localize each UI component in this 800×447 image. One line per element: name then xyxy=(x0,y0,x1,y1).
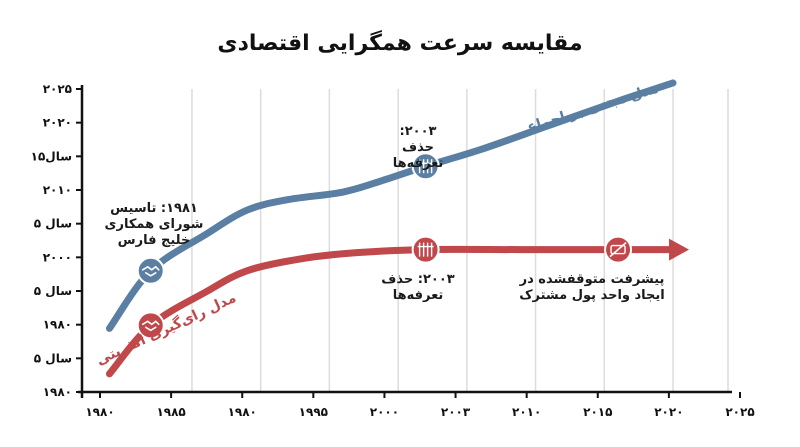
series-label: مدل مبتنی بر اجماع xyxy=(525,81,660,136)
y-tick-label: ۲۰۱۰ xyxy=(43,183,72,197)
annotation-line: ایجاد واحد پول مشترک xyxy=(519,288,665,303)
gate-glyph xyxy=(417,159,434,174)
series-markers xyxy=(136,152,633,340)
y-tick-label: ۵ سال xyxy=(34,284,72,298)
annotation-line: خلیج فارس xyxy=(118,233,191,248)
chart-title: مقایسه سرعت همگرایی اقتصادی xyxy=(217,29,582,56)
x-tick-label: ۲۰۰۳ xyxy=(441,405,471,419)
series-line xyxy=(105,245,677,378)
handshake-glyph xyxy=(141,320,160,332)
no-currency-icon xyxy=(604,235,633,264)
annotation-line: حذف xyxy=(402,140,434,155)
gridlines xyxy=(191,89,729,392)
arrow-head xyxy=(669,238,690,261)
series-lines xyxy=(105,79,690,378)
series-line xyxy=(105,79,677,332)
y-tick-label: ۲۰۲۰ xyxy=(43,116,72,130)
y-tick-labels: ۲۰۲۵ ۲۰۲۰ ۱۵سال ۲۰۱۰ ۵ سال ۲۰۰۰ ۵ سال ۱۹۸۰ ۵ سال… xyxy=(31,82,82,399)
y-tick-label: ۵ سال xyxy=(34,217,72,231)
y-tick-label: ۱۵سال xyxy=(31,149,72,163)
marker-circle xyxy=(411,235,440,264)
series-label: مدل رای‌گیری اکثریتی xyxy=(94,289,239,369)
annotation: ۲۰۰۳: حذف تعرفه‌ها xyxy=(393,124,444,171)
axes xyxy=(78,85,732,398)
annotation-line: ۲۰۰۳: حذف xyxy=(381,272,455,287)
x-tick-label: ۲۰۱۰ xyxy=(512,405,541,419)
marker-circle xyxy=(136,256,165,285)
annotation-line: ۲۰۰۳: xyxy=(400,124,437,139)
x-tick-label: ۲۰۲۰ xyxy=(654,405,683,419)
y-tick-label: ۱۹۸۰ xyxy=(43,318,72,332)
banknote-glyph xyxy=(610,244,626,255)
annotations: ۱۹۸۱: تاسیس شورای همکاری خلیج فارس ۲۰۰۳: حذف… xyxy=(105,124,665,303)
y-tick-label: ۲۰۰۰ xyxy=(43,250,72,264)
y-tick-label: ۱۹۸۰ xyxy=(43,385,72,399)
handshake-icon xyxy=(136,256,165,285)
x-tick-label: ۲۰۱۵ xyxy=(583,405,612,419)
x-tick-label: ۱۹۸۰ xyxy=(228,405,257,419)
marker-circle xyxy=(136,311,165,340)
annotation-line: شورای همکاری xyxy=(105,217,204,232)
handshake-glyph xyxy=(141,265,160,277)
strike-glyph xyxy=(609,241,627,258)
annotation-line: تعرفه‌ها xyxy=(393,156,444,171)
annotation: ۲۰۰۳: حذف تعرفه‌ها xyxy=(381,272,455,303)
y-tick-label: ۲۰۲۵ xyxy=(43,82,72,96)
annotation-line: تعرفه‌ها xyxy=(393,288,444,303)
gate-icon xyxy=(411,235,440,264)
x-tick-label: ۲۰۰۰ xyxy=(370,405,399,419)
annotation: پیشرفت متوقفشده در ایجاد واحد پول مشترک xyxy=(519,272,665,303)
annotation-line: ۱۹۸۱: تاسیس xyxy=(110,201,198,216)
annotation-line: پیشرفت متوقفشده در xyxy=(519,272,665,287)
x-tick-labels: ۱۹۸۰ ۱۹۸۵ ۱۹۸۰ ۱۹۹۵ ۲۰۰۰ ۲۰۰۳ ۲۰۱۰ ۲۰۱۵ ۲۰۲۰ ۲۰۲۵ xyxy=(85,392,755,419)
x-tick-label: ۲۰۲۵ xyxy=(725,405,754,419)
y-tick-label: ۵ سال xyxy=(34,351,72,365)
gate-icon xyxy=(411,152,440,181)
x-tick-label: ۱۹۸۵ xyxy=(156,405,185,419)
x-tick-label: ۱۹۸۰ xyxy=(85,405,114,419)
handshake-icon xyxy=(136,311,165,340)
gate-glyph xyxy=(417,242,434,257)
annotation: ۱۹۸۱: تاسیس شورای همکاری خلیج فارس xyxy=(105,201,204,248)
x-tick-label: ۱۹۹۵ xyxy=(299,405,328,419)
